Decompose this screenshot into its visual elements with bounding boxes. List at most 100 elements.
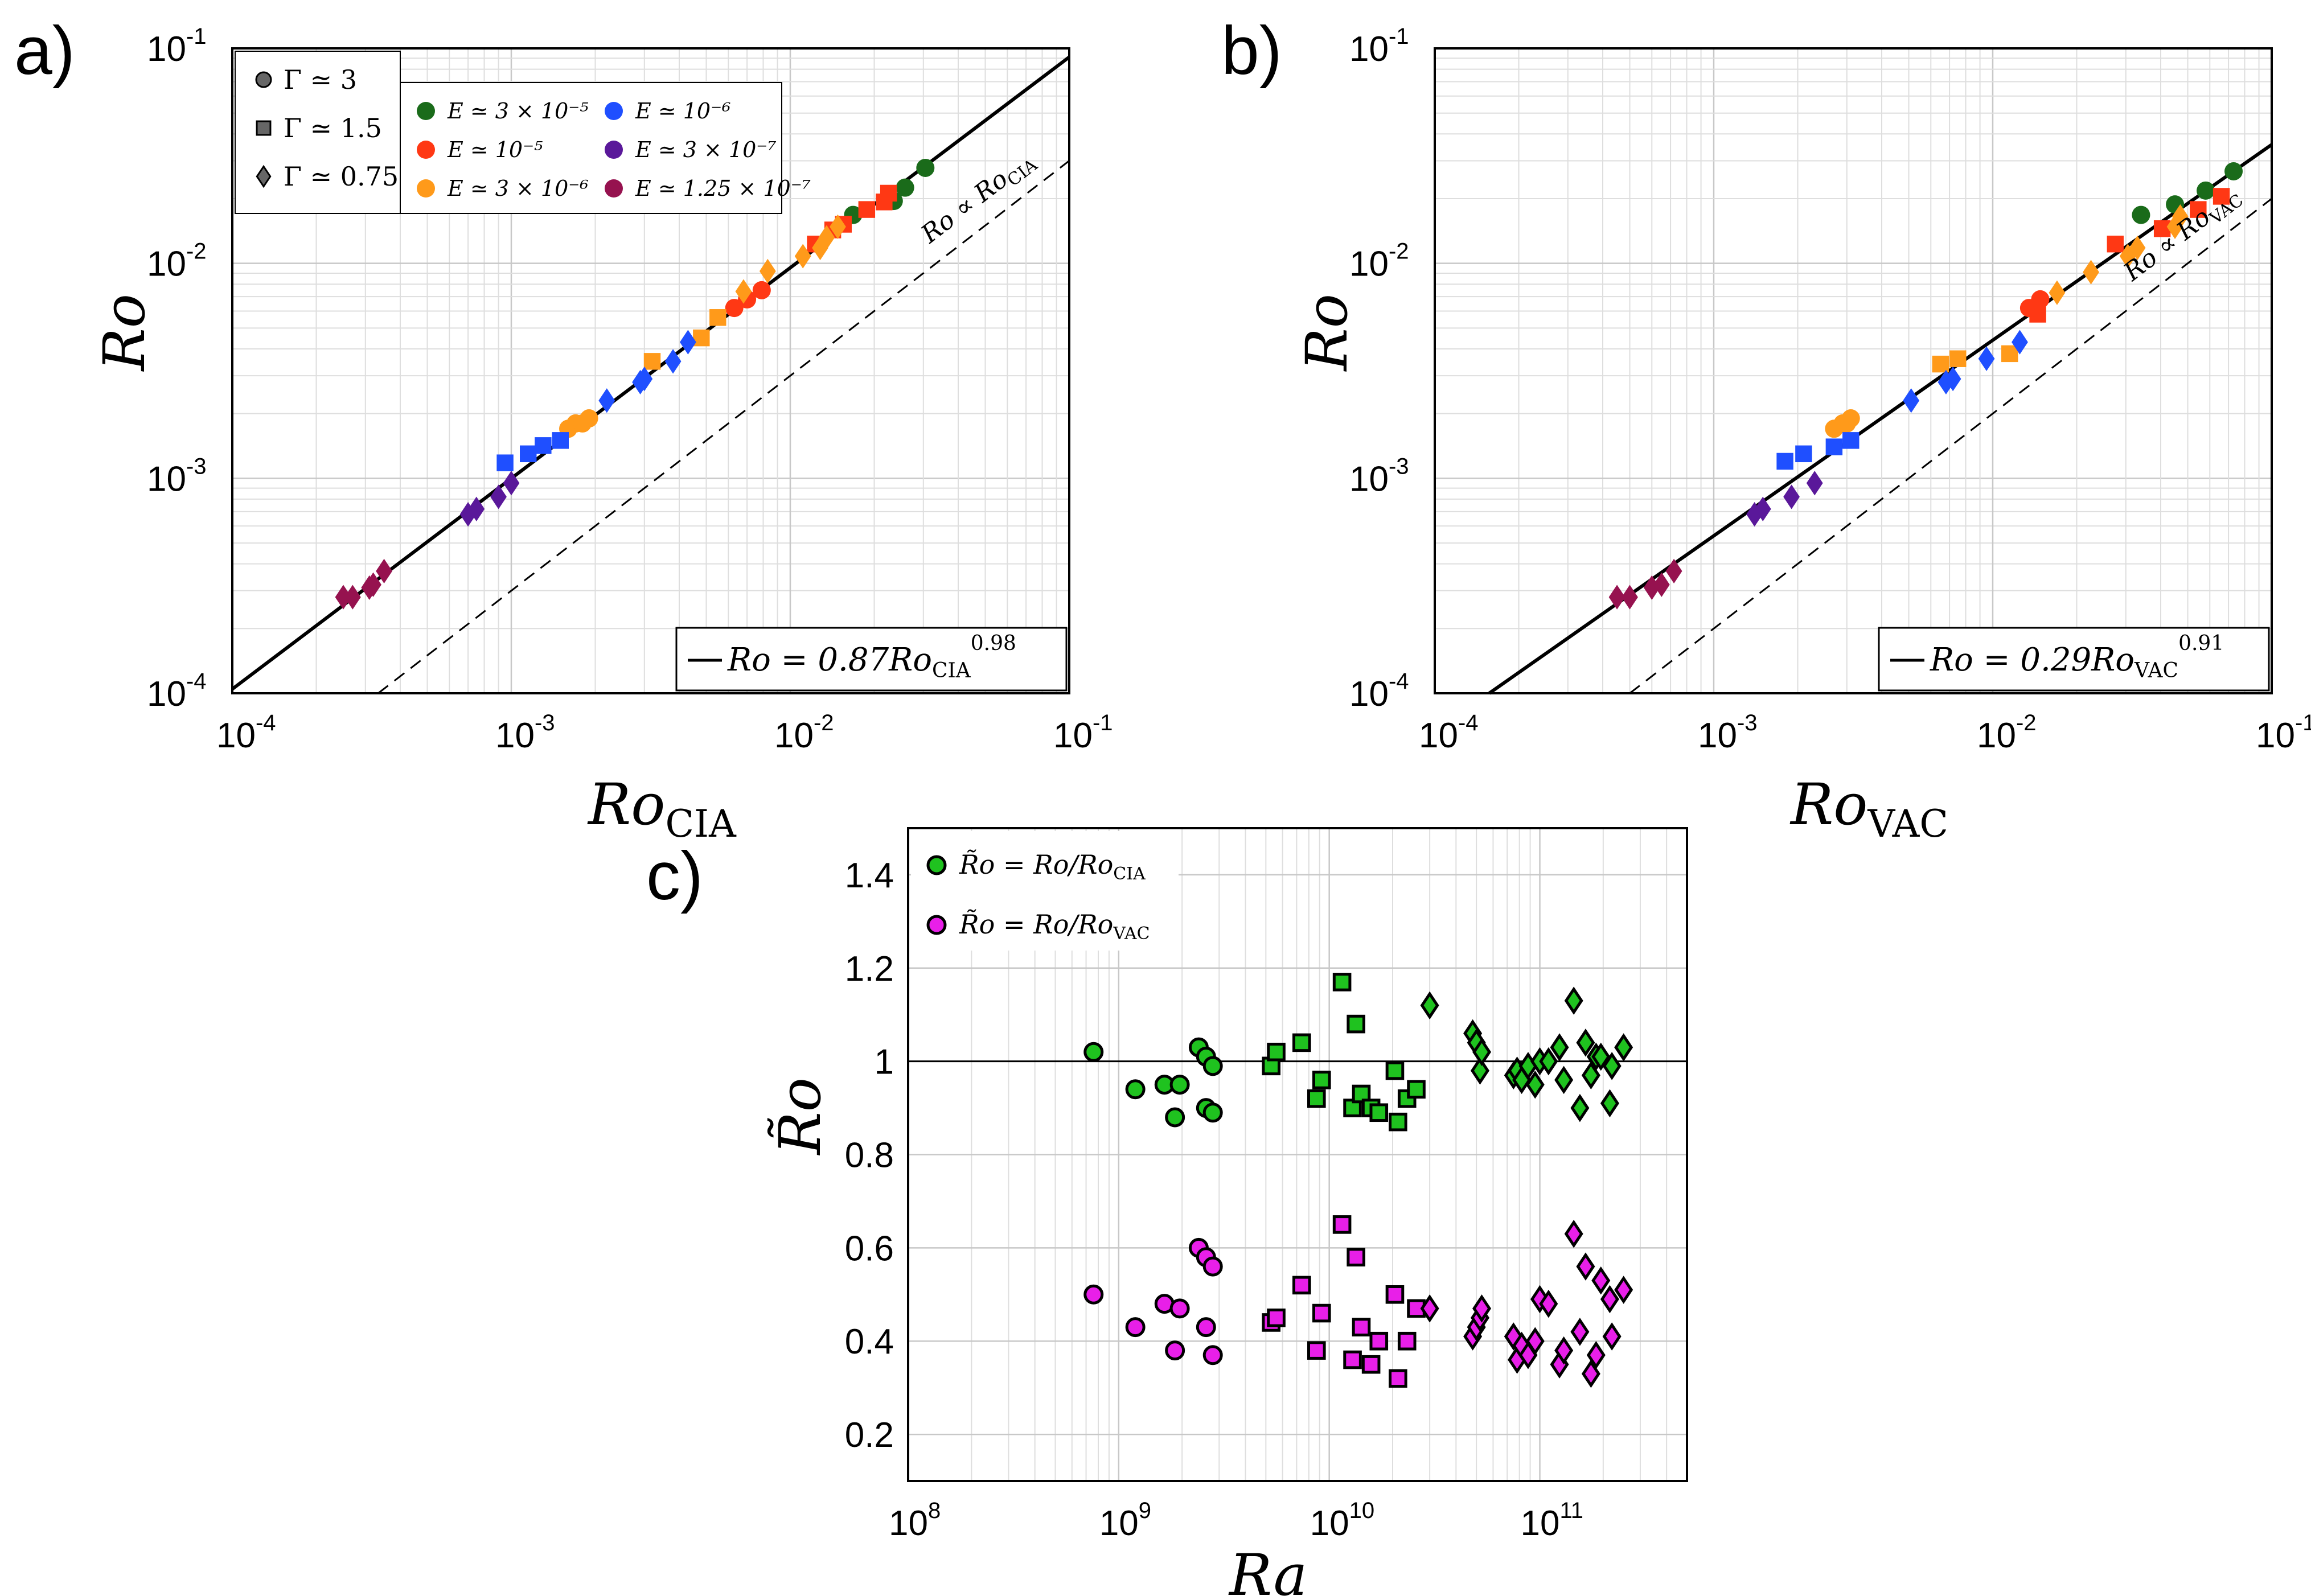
fit-legend-box <box>1878 627 2270 692</box>
data-point <box>2029 306 2046 323</box>
fit-legend: Ro = 0.29RoVAC0.91 <box>1878 627 2270 692</box>
data-point <box>1420 1294 1439 1323</box>
ekman-legend-marker <box>605 179 623 198</box>
data-point <box>1825 438 1843 455</box>
data-point <box>1754 496 1771 521</box>
x-axis-label: Ra <box>1228 1542 1307 1596</box>
plot-frame <box>1434 47 2273 694</box>
fit-legend-text: Ro = 0.87RoCIA0.98 <box>727 632 1016 682</box>
panel-label-c: c) <box>646 838 703 914</box>
shape-legend-marker <box>256 120 272 136</box>
data-point <box>598 388 615 413</box>
y-tick-label: 10-4 <box>1349 669 1409 714</box>
y-axis-label: Ro <box>91 294 158 372</box>
data-point <box>552 432 569 449</box>
data-point <box>1385 1285 1405 1304</box>
data-point <box>1347 1248 1365 1267</box>
x-axis-label: RoCIA <box>587 771 737 846</box>
plot-frame <box>907 827 1688 1482</box>
y-tick-exponent: -4 <box>186 669 207 694</box>
fit-legend-text-main: Ro = 0.87Ro <box>727 641 932 678</box>
ekman-legend-marker <box>417 102 435 120</box>
x-tick-exponent: 9 <box>1139 1498 1151 1523</box>
data-point <box>725 299 744 318</box>
data-point <box>1570 1318 1590 1346</box>
data-point <box>752 281 771 299</box>
data-point <box>1312 1303 1331 1323</box>
x-tick-label: 108 <box>889 1498 941 1543</box>
x-tick-label: 10-4 <box>216 710 276 755</box>
data-point <box>376 558 392 584</box>
data-point <box>1165 1340 1185 1361</box>
x-tick-label: 10-3 <box>495 710 555 755</box>
fit-legend-text: Ro = 0.29RoVAC0.91 <box>1930 632 2224 682</box>
y-tick-exponent: -3 <box>1389 454 1409 479</box>
data-point <box>1591 1042 1611 1071</box>
reference-line-label-main: Ro ∝ Ro <box>916 164 1013 249</box>
data-point <box>1564 1220 1583 1248</box>
data-point <box>880 184 897 202</box>
data-point <box>2190 201 2207 218</box>
x-tick-exponent: 11 <box>1559 1498 1583 1523</box>
panel-b-chart: 10-4 10-3 10-2 10-110-410-310-210-1RoVACRoR… <box>1294 24 2311 846</box>
y-tick-exponent: -3 <box>186 454 207 479</box>
y-tick-label: 0.8 <box>845 1136 894 1175</box>
data-point <box>1332 973 1352 992</box>
ekman-legend-marker <box>605 141 623 159</box>
x-tick-label: 10-2 <box>1977 710 2037 755</box>
shape-legend-label: Γ ≃ 1.5 <box>284 113 382 143</box>
shape-legend-marker <box>256 164 272 188</box>
data-point <box>1608 585 1626 610</box>
data-point <box>1949 350 1967 367</box>
data-point <box>1202 1345 1223 1365</box>
data-point <box>468 496 485 521</box>
data-point <box>1347 1014 1365 1034</box>
data-point <box>1978 346 1995 371</box>
reference-line <box>1629 198 2272 694</box>
data-point <box>1267 1042 1286 1062</box>
ekman-legend-label: E ≃ 1.25 × 10⁻⁷ <box>635 176 811 201</box>
data-point <box>1369 1103 1389 1122</box>
grid <box>1434 48 2272 694</box>
data-point <box>1369 1331 1389 1351</box>
data-point <box>1776 453 1793 470</box>
data-point <box>520 445 537 463</box>
data-point <box>679 330 696 355</box>
data-point <box>1581 1359 1600 1388</box>
data-point <box>490 484 507 509</box>
legend-marker <box>926 855 947 875</box>
x-tick-exponent: -2 <box>2016 710 2037 735</box>
y-axis-label: Ro <box>1294 294 1360 372</box>
data-points <box>1608 162 2243 610</box>
data-point <box>830 214 846 239</box>
data-point <box>2153 220 2171 237</box>
data-point <box>1938 369 1955 395</box>
x-tick-label: 10-1 <box>1053 710 1113 755</box>
ekman-legend-label: E ≃ 3 × 10⁻⁵ <box>447 98 589 124</box>
data-point <box>1169 1298 1190 1319</box>
data-point <box>1581 1061 1600 1089</box>
x-tick-base: 10 <box>1099 1504 1139 1543</box>
data-point <box>1932 355 1949 373</box>
data-point <box>818 225 835 250</box>
data-point <box>1602 1052 1622 1080</box>
data-point <box>2197 181 2215 200</box>
x-tick-exponent: -4 <box>256 710 276 735</box>
ekman-legend-label: E ≃ 10⁻⁶ <box>635 98 730 124</box>
x-tick-label: 1010 <box>1310 1498 1374 1543</box>
data-point <box>1407 1080 1426 1099</box>
data-point <box>1570 1093 1590 1122</box>
y-tick-label: 10-3 <box>147 454 207 499</box>
data-point <box>735 279 752 304</box>
marker-legend: Γ ≃ 3 Γ ≃ 1.5 Γ ≃ 0.75 E ≃ 3 × 10⁻⁵ E ≃ 10⁻⁶… <box>235 51 811 214</box>
data-point <box>693 329 710 347</box>
data-point <box>1554 1336 1574 1365</box>
data-point <box>535 437 552 454</box>
fit-legend-text-sup: 0.91 <box>2178 632 2224 655</box>
data-point <box>1472 1038 1492 1067</box>
data-point <box>1470 1056 1489 1085</box>
data-point <box>344 585 361 610</box>
data-point <box>2166 214 2183 239</box>
y-tick-label: 1.2 <box>845 949 894 989</box>
data-points <box>335 158 935 610</box>
